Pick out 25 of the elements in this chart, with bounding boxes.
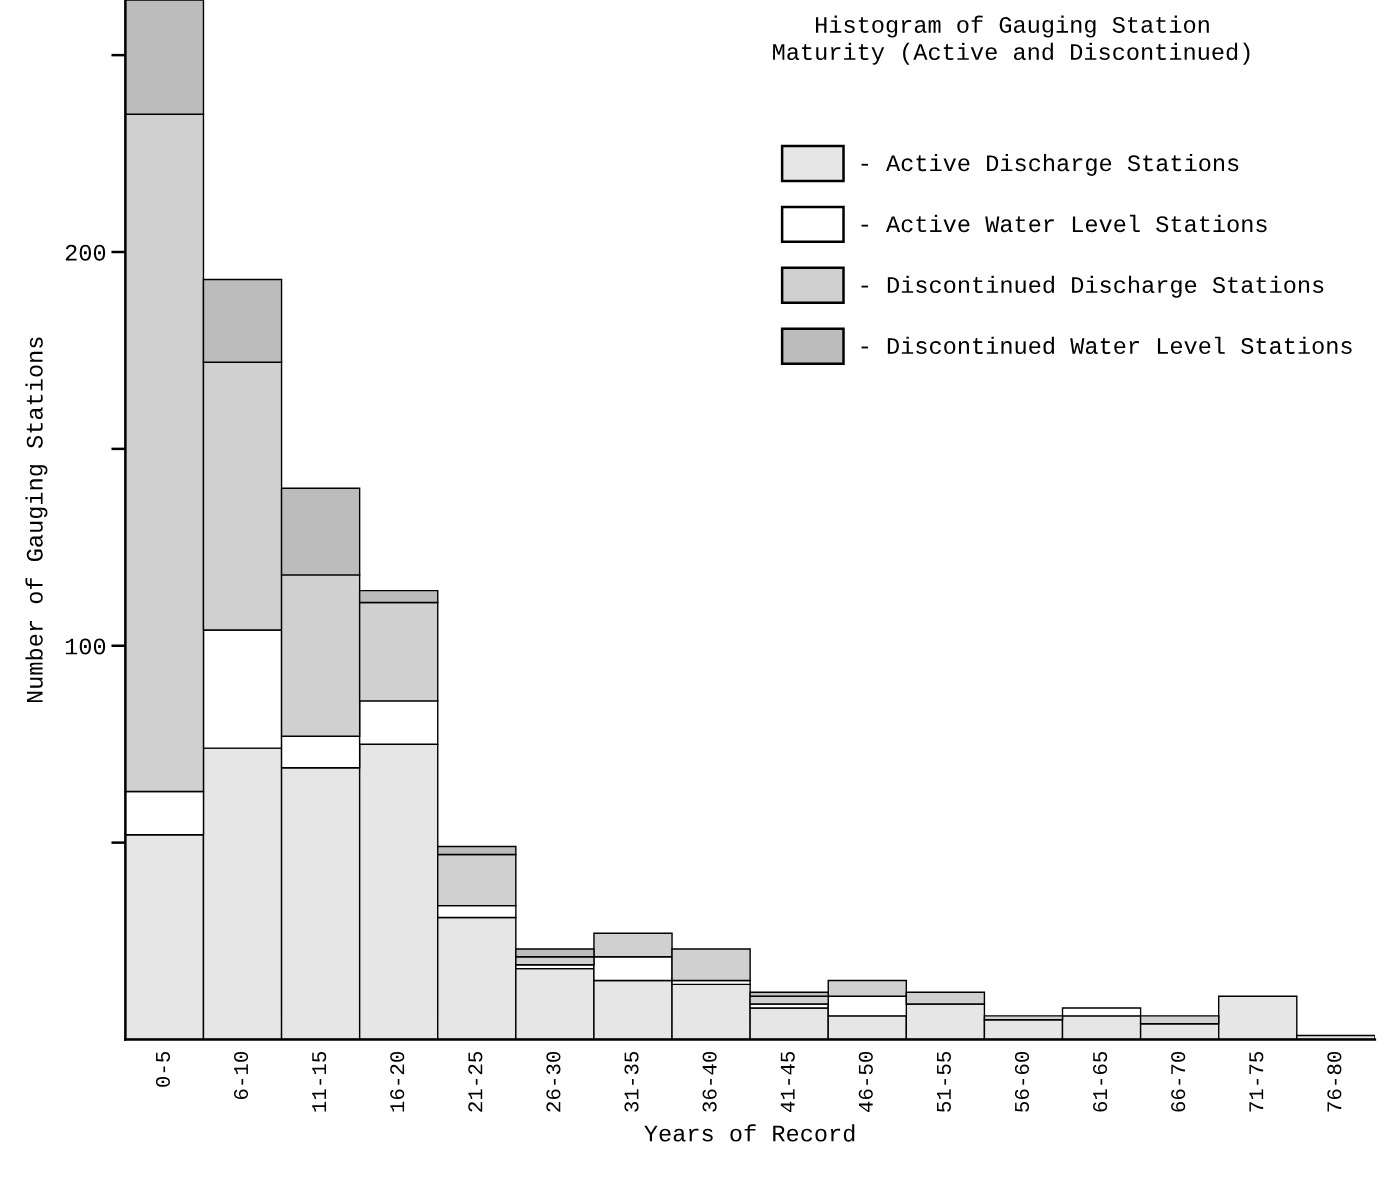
text: Histogram of Gauging Station Maturity (Active and Discontinued) xyxy=(773,15,1250,65)
legend-label: - Active Water Level Stations xyxy=(861,214,1267,233)
x-tick-label: 36-40 xyxy=(702,1051,717,1112)
x-tick-label: 21-25 xyxy=(468,1051,483,1112)
x-tick-label: 61-65 xyxy=(1093,1051,1108,1112)
x-tick-label: 6-10 xyxy=(233,1051,249,1100)
legend-label: - Discontinued Discharge Stations xyxy=(861,275,1324,298)
x-tick-label: 0-5 xyxy=(155,1051,171,1087)
x-tick-label: 31-35 xyxy=(624,1051,639,1112)
x-tick-label: 46-50 xyxy=(858,1051,873,1113)
x-axis-title: Years of Record xyxy=(644,1124,855,1142)
y-tick-label: 100 xyxy=(65,638,106,655)
x-tick-label: 56-60 xyxy=(1014,1051,1030,1112)
legend-label: - Active Discharge Stations xyxy=(861,153,1239,176)
x-tick-label: 11-15 xyxy=(312,1051,327,1112)
x-tick-label: 66-70 xyxy=(1171,1051,1186,1112)
x-tick-label: 51-55 xyxy=(937,1051,951,1112)
x-tick-label: 41-45 xyxy=(780,1051,795,1113)
x-tick-label: 26-30 xyxy=(546,1051,561,1112)
x-tick-label: 16-20 xyxy=(390,1051,405,1112)
y-axis-title: Number of Gauging Stations xyxy=(25,337,48,703)
legend-label: - Discontinued Water Level Stations xyxy=(861,336,1352,355)
x-tick-label: 71-75 xyxy=(1249,1051,1264,1112)
x-tick-label: 76-80 xyxy=(1327,1051,1342,1112)
y-tick-label: 200 xyxy=(65,244,106,261)
